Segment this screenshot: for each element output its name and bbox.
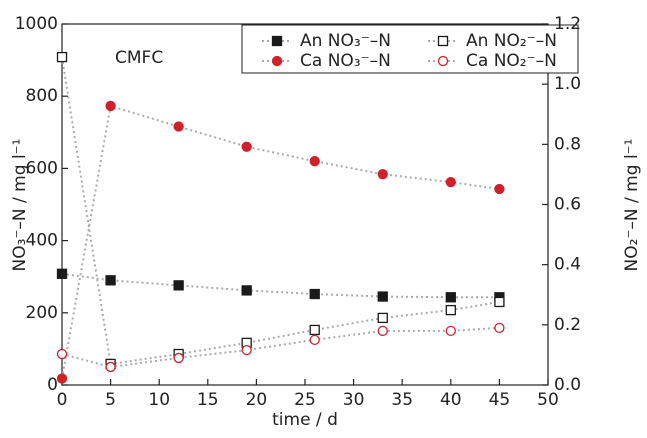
- data-point: [56, 373, 68, 384]
- data-point: [241, 344, 252, 356]
- legend-marker: [437, 35, 449, 47]
- y-axis-label: NO₃⁻–N / mg l⁻¹: [10, 139, 30, 272]
- legend-label: Ca NO₂⁻–N: [466, 51, 557, 71]
- data-point: [494, 322, 505, 333]
- legend-marker: [437, 55, 449, 67]
- data-point: [173, 280, 184, 291]
- y2-tick-label: 0.2: [554, 315, 581, 335]
- legend-box: [241, 24, 579, 74]
- data-point: [377, 312, 388, 324]
- y2-tick-label: 0.0: [554, 375, 581, 395]
- legend-marker: [271, 55, 283, 67]
- y2-tick-label: 1.2: [554, 14, 581, 34]
- x-tick-label: 30: [343, 390, 365, 410]
- y2-tick-label: 1.0: [554, 74, 581, 94]
- data-point: [445, 176, 456, 188]
- series-line: [61, 326, 500, 368]
- x-tick-label: 25: [294, 390, 316, 410]
- data-point: [241, 141, 252, 152]
- plot-frame: [61, 23, 549, 386]
- data-point: [56, 268, 68, 279]
- legend-marker: [271, 35, 283, 47]
- y-tick-label: 600: [26, 158, 58, 178]
- data-point: [309, 156, 320, 167]
- y2-tick-label: 0.6: [554, 195, 581, 215]
- y2-axis-label: NO₂⁻–N / mg l⁻¹: [622, 139, 642, 272]
- x-tick-label: 10: [148, 390, 170, 410]
- y2-tick-label: 0.4: [554, 255, 581, 275]
- data-point: [445, 304, 456, 316]
- data-point: [309, 288, 320, 300]
- legend-label: An NO₃⁻–N: [300, 31, 391, 51]
- data-point: [241, 285, 252, 296]
- y-tick-label: 0: [47, 375, 58, 395]
- x-tick-label: 35: [391, 390, 413, 410]
- data-point: [494, 296, 505, 308]
- data-point: [445, 325, 456, 337]
- annotation: CMFC: [115, 48, 163, 68]
- series-line: [61, 272, 500, 299]
- x-axis-label: time / d: [272, 410, 338, 430]
- data-point: [377, 325, 388, 337]
- data-point: [105, 361, 116, 373]
- series-line: [61, 104, 500, 379]
- x-tick-label: 15: [197, 390, 219, 410]
- x-tick-label: 40: [440, 390, 462, 410]
- x-tick-label: 5: [105, 390, 116, 410]
- y2-tick-label: 0.8: [554, 134, 581, 154]
- data-point: [56, 348, 68, 360]
- data-point: [377, 169, 388, 180]
- x-tick-label: 0: [57, 390, 68, 410]
- x-tick-label: 45: [489, 390, 511, 410]
- series-line: [61, 56, 500, 366]
- legend-label: Ca NO₃⁻–N: [300, 51, 391, 71]
- data-point: [377, 291, 388, 302]
- y-tick-label: 1000: [15, 14, 58, 34]
- data-point: [105, 275, 116, 286]
- data-point: [445, 292, 456, 303]
- x-tick-label: 50: [537, 390, 559, 410]
- data-point: [309, 334, 320, 346]
- data-point: [309, 324, 320, 336]
- x-tick-label: 20: [246, 390, 268, 410]
- data-point: [56, 51, 68, 63]
- y-tick-label: 800: [26, 86, 58, 106]
- y-tick-label: 200: [26, 303, 58, 323]
- data-point: [173, 121, 184, 132]
- legend-label: An NO₂⁻–N: [466, 31, 557, 51]
- data-point: [173, 352, 184, 364]
- y-tick-label: 400: [26, 231, 58, 251]
- data-point: [494, 183, 505, 195]
- data-point: [105, 100, 116, 112]
